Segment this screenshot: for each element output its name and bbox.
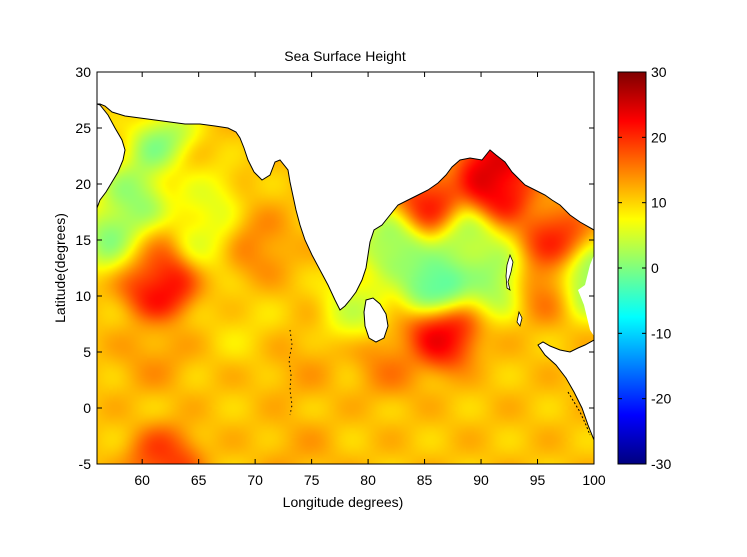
y-tick-label: 15 (75, 232, 91, 248)
colorbar-bar (617, 71, 647, 465)
y-tick-label: 20 (75, 176, 91, 192)
x-tick-label: 85 (417, 472, 433, 488)
colorbar-tick-label: 10 (651, 195, 667, 211)
y-tick-label: -5 (79, 456, 92, 472)
land-myanmar-malaysia (537, 339, 594, 441)
colorbar-tick-label: 0 (651, 260, 659, 276)
y-tick-label: 5 (83, 344, 91, 360)
x-axis-label: Longitude degrees) (283, 494, 404, 510)
x-tick-label: 90 (473, 472, 489, 488)
colorbar: -30 -20 -10 0 10 20 30 (617, 64, 671, 472)
x-tick-label: 65 (191, 472, 207, 488)
y-tick-label: 0 (83, 400, 91, 416)
land-nicobar (516, 310, 523, 327)
plot-area (96, 71, 595, 465)
y-tick-label: 25 (75, 120, 91, 136)
colorbar-ticks: -30 -20 -10 0 10 20 30 (618, 64, 671, 472)
x-tick-label: 75 (304, 472, 320, 488)
y-tick-label: 30 (75, 64, 91, 80)
y-tick-label: 10 (75, 288, 91, 304)
land-sumatra-coast (567, 391, 591, 436)
land-mask (97, 72, 594, 441)
land-andaman (505, 253, 514, 291)
x-tick-label: 100 (582, 472, 606, 488)
land-sri-lanka (363, 297, 389, 343)
x-axis: 60 65 70 75 80 85 90 95 100 (134, 72, 606, 488)
colorbar-tick-label: -10 (651, 325, 671, 341)
y-axis: -5 0 5 10 15 20 25 30 (75, 64, 594, 472)
land-north (97, 72, 594, 311)
colorbar-tick-label: -20 (651, 391, 671, 407)
colorbar-tick-label: 30 (651, 64, 667, 80)
x-tick-label: 95 (530, 472, 546, 488)
x-tick-label: 60 (134, 472, 150, 488)
plot-frame (96, 71, 595, 465)
colorbar-tick-label: 20 (651, 129, 667, 145)
land-maldives (288, 329, 293, 416)
y-axis-label: Latitude(degrees) (52, 213, 68, 323)
colorbar-tick-label: -30 (651, 456, 671, 472)
x-tick-label: 70 (247, 472, 263, 488)
x-tick-label: 80 (360, 472, 376, 488)
chart-title: Sea Surface Height (284, 48, 406, 64)
